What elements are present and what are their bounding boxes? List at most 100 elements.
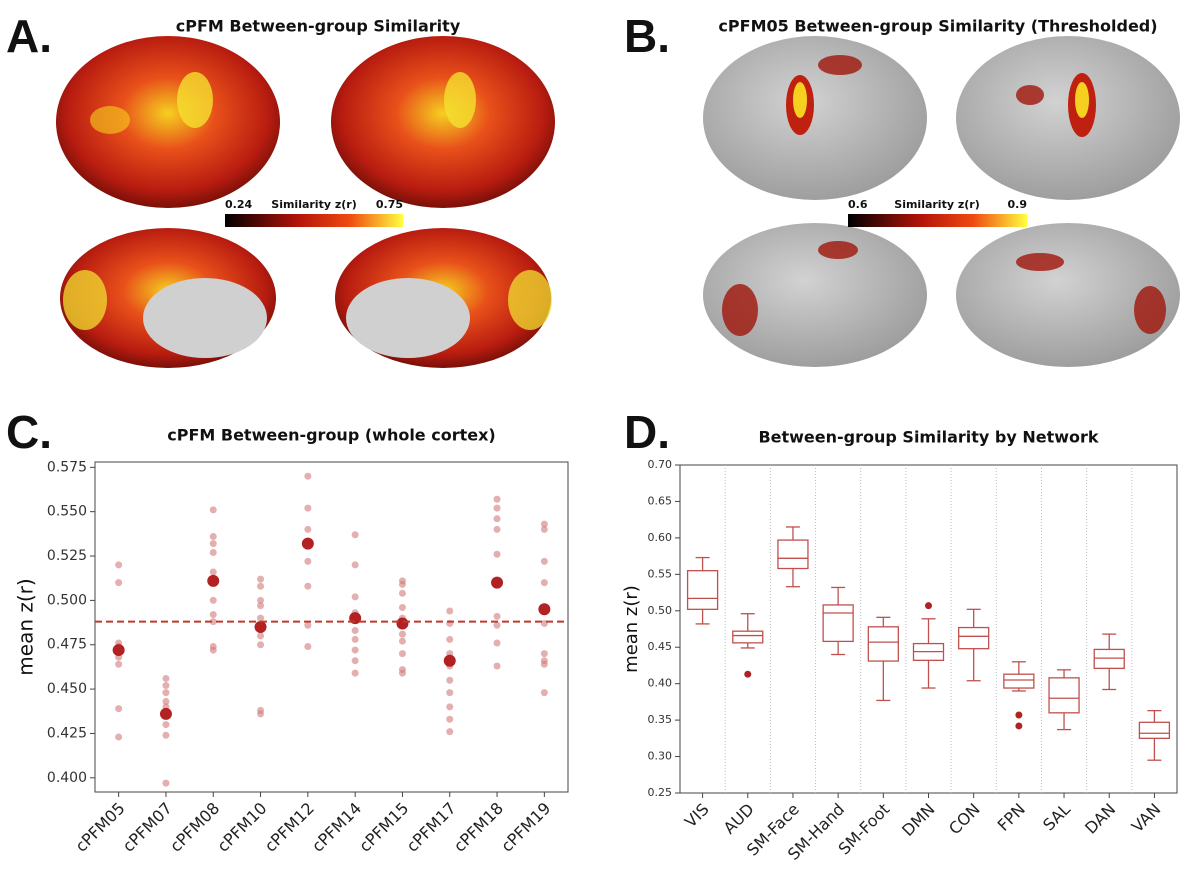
data-point (304, 473, 311, 480)
x-tick-label: cPFM08 (166, 799, 223, 856)
colorbar-max: 0.75 (376, 198, 403, 211)
x-tick-label: cPFM18 (450, 799, 507, 856)
data-point (399, 670, 406, 677)
box (778, 540, 808, 568)
data-point (399, 590, 406, 597)
data-point (257, 641, 264, 648)
mean-point (444, 655, 456, 667)
data-point (399, 581, 406, 588)
y-tick-label: 0.35 (648, 713, 673, 726)
x-tick-label: cPFM19 (497, 799, 554, 856)
data-point (352, 531, 359, 538)
panel-label: C. (6, 406, 52, 458)
data-point (304, 526, 311, 533)
x-tick-label: FPN (994, 800, 1029, 835)
data-point (446, 728, 453, 735)
data-point (541, 579, 548, 586)
data-point (210, 647, 217, 654)
data-point (162, 682, 169, 689)
data-point (162, 689, 169, 696)
data-point (210, 549, 217, 556)
x-tick-label: cPFM05 (72, 799, 129, 856)
data-point (304, 558, 311, 565)
x-tick-label: cPFM10 (213, 799, 270, 856)
y-tick-label: 0.550 (47, 504, 87, 520)
x-tick-label: cPFM17 (403, 799, 460, 856)
y-tick-label: 0.70 (648, 458, 673, 471)
data-point (352, 593, 359, 600)
mean-point (255, 621, 267, 633)
x-tick-label: VIS (681, 800, 713, 832)
chart-title: Between-group Similarity by Network (758, 428, 1098, 447)
data-point (304, 643, 311, 650)
data-point (162, 721, 169, 728)
outlier (1015, 722, 1022, 729)
data-point (541, 558, 548, 565)
mean-point (160, 708, 172, 720)
y-tick-label: 0.575 (47, 459, 87, 475)
data-point (210, 506, 217, 513)
y-tick-label: 0.40 (648, 677, 673, 690)
x-tick-label: cPFM15 (355, 799, 412, 856)
panel-label: A. (6, 10, 52, 62)
x-tick-label: cPFM12 (261, 799, 318, 856)
box (868, 627, 898, 661)
box (1094, 649, 1124, 668)
data-point (399, 650, 406, 657)
data-point (541, 689, 548, 696)
data-point (115, 661, 122, 668)
data-point (494, 505, 501, 512)
y-tick-label: 0.450 (47, 681, 87, 697)
colorbar-min: 0.24 (225, 198, 252, 211)
y-tick-label: 0.45 (648, 640, 673, 653)
data-point (446, 677, 453, 684)
data-point (257, 576, 264, 583)
chart-title: cPFM Between-group (whole cortex) (167, 426, 495, 445)
data-point (352, 647, 359, 654)
colorbar-min: 0.6 (848, 198, 868, 211)
data-point (494, 496, 501, 503)
data-point (494, 613, 501, 620)
data-point (541, 650, 548, 657)
y-axis-label: mean z(r) (621, 585, 642, 673)
data-point (541, 526, 548, 533)
data-point (257, 710, 264, 717)
data-point (494, 663, 501, 670)
data-point (304, 583, 311, 590)
data-point (446, 703, 453, 710)
x-tick-label: VAN (1128, 800, 1165, 837)
data-point (304, 505, 311, 512)
data-point (162, 780, 169, 787)
box (823, 605, 853, 641)
data-point (257, 602, 264, 609)
data-point (304, 622, 311, 629)
data-point (541, 661, 548, 668)
data-point (210, 533, 217, 540)
mean-point (113, 644, 125, 656)
mean-point (491, 577, 503, 589)
x-tick-label: cPFM14 (308, 799, 365, 856)
data-point (162, 675, 169, 682)
data-point (210, 540, 217, 547)
y-tick-label: 0.55 (648, 567, 673, 580)
box (959, 628, 989, 649)
data-point (210, 611, 217, 618)
y-tick-label: 0.525 (47, 548, 87, 564)
data-point (399, 604, 406, 611)
x-tick-label: cPFM07 (119, 799, 176, 856)
colorbar (848, 214, 1027, 227)
panel-label: B. (624, 10, 670, 62)
data-point (210, 569, 217, 576)
x-tick-label: DMN (898, 800, 938, 840)
box (733, 631, 763, 643)
data-point (257, 583, 264, 590)
mean-point (396, 617, 408, 629)
data-point (352, 636, 359, 643)
y-tick-label: 0.475 (47, 637, 87, 653)
data-point (494, 551, 501, 558)
data-point (446, 716, 453, 723)
mean-point (207, 575, 219, 587)
y-tick-label: 0.500 (47, 592, 87, 608)
mean-point (538, 603, 550, 615)
panel-label: D. (624, 406, 670, 458)
